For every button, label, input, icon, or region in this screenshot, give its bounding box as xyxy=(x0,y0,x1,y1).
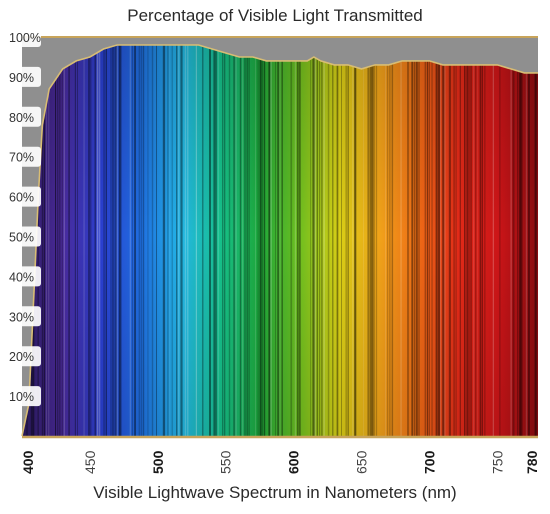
y-tick-label: 100% xyxy=(9,31,41,45)
y-tick-label: 20% xyxy=(9,350,34,364)
x-tick-label: 750 xyxy=(489,450,505,474)
transmission-area xyxy=(22,45,538,436)
y-tick-70: 70% xyxy=(3,146,41,167)
x-tick-label: 400 xyxy=(20,450,36,474)
x-tick-label: 600 xyxy=(286,450,302,474)
y-tick-label: 90% xyxy=(9,71,34,85)
chart-title: Percentage of Visible Light Transmitted xyxy=(127,6,423,25)
y-tick-10: 10% xyxy=(3,386,41,407)
y-tick-label: 10% xyxy=(9,390,34,404)
x-tick-label: 450 xyxy=(82,450,98,474)
y-tick-label: 60% xyxy=(9,191,34,205)
y-tick-100: 100% xyxy=(3,27,41,47)
transmission-curve xyxy=(21,44,538,437)
y-tick-90: 90% xyxy=(3,66,41,87)
y-tick-20: 20% xyxy=(3,346,41,367)
x-tick-label: 650 xyxy=(354,450,370,474)
y-tick-80: 80% xyxy=(3,106,41,127)
y-tick-label: 70% xyxy=(9,151,34,165)
x-tick-label: 780 xyxy=(524,450,540,474)
x-axis-label: Visible Lightwave Spectrum in Nanometers… xyxy=(93,483,457,502)
y-tick-label: 30% xyxy=(9,310,34,324)
y-tick-label: 50% xyxy=(9,231,34,245)
y-tick-label: 80% xyxy=(9,111,34,125)
x-tick-label: 700 xyxy=(421,450,437,474)
y-tick-30: 30% xyxy=(3,306,41,327)
x-tick-label: 550 xyxy=(218,450,234,474)
y-tick-40: 40% xyxy=(3,266,41,287)
y-tick-60: 60% xyxy=(3,186,41,207)
y-tick-50: 50% xyxy=(3,226,41,247)
x-tick-label: 500 xyxy=(150,450,166,474)
y-tick-label: 40% xyxy=(9,270,34,284)
